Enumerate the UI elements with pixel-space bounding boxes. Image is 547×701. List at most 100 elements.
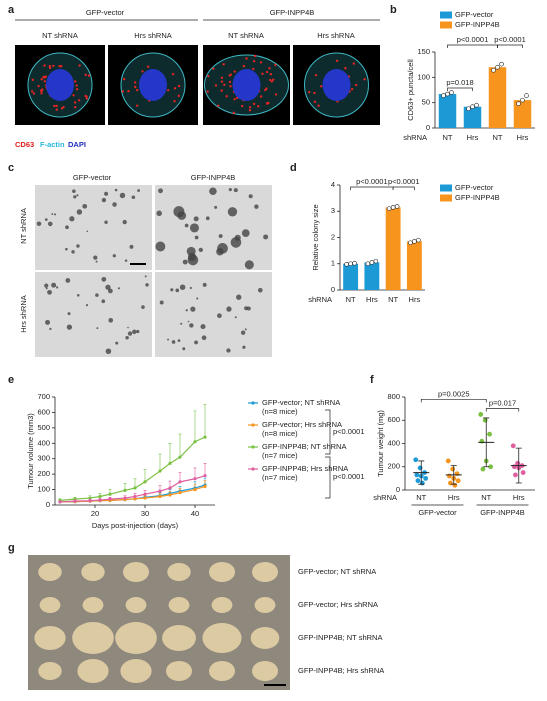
x-tick-label: Hrs <box>366 295 378 304</box>
data-point <box>470 104 475 110</box>
colony <box>131 195 136 200</box>
data-point <box>390 205 396 210</box>
significance-bracket <box>447 87 473 91</box>
data-point <box>452 482 458 488</box>
tumour <box>38 662 62 680</box>
x-axis-label: Days post-injection (days) <box>92 521 179 530</box>
error-bar <box>193 467 197 479</box>
y-tick-label: 3 <box>331 206 335 215</box>
error-bar <box>168 442 172 464</box>
y-tick-label: 300 <box>37 454 50 463</box>
y-tick-label: 4 <box>331 180 335 189</box>
p-value: p<0.0001 <box>356 177 388 186</box>
condition-label: Hrs shRNA <box>134 31 172 40</box>
colony <box>76 244 80 248</box>
data-point <box>158 494 162 499</box>
puncta <box>58 65 61 68</box>
colony <box>200 324 206 330</box>
group-label: GFP-INPP4B <box>480 508 525 517</box>
colony <box>156 210 162 217</box>
bar <box>463 106 482 128</box>
colony <box>182 347 186 351</box>
p-value: p=0.017 <box>489 399 516 408</box>
colony <box>127 326 129 329</box>
puncta <box>31 78 35 82</box>
y-tick-label: 200 <box>387 462 400 471</box>
puncta <box>257 105 260 108</box>
puncta <box>220 76 224 79</box>
puncta <box>37 84 40 88</box>
puncta <box>335 59 339 63</box>
colony <box>159 300 164 305</box>
x-tick-label: NT <box>493 133 503 142</box>
group-label: GFP-vector <box>418 508 457 517</box>
puncta <box>177 84 181 88</box>
data-point <box>488 464 494 470</box>
significance-bracket <box>497 44 523 48</box>
colony <box>55 286 59 289</box>
puncta <box>212 67 215 70</box>
colony <box>184 223 189 228</box>
data-point <box>365 261 371 267</box>
puncta <box>269 73 273 76</box>
colony <box>217 313 222 319</box>
row-label: shRNA <box>403 133 427 142</box>
data-point <box>123 496 127 500</box>
colony <box>112 254 116 258</box>
data-point <box>491 67 496 73</box>
legend-swatch <box>440 11 452 19</box>
colony <box>209 187 217 196</box>
colony <box>101 276 107 282</box>
colony <box>257 287 263 293</box>
puncta <box>135 104 139 107</box>
puncta <box>84 73 87 76</box>
y-tick-label: 500 <box>37 423 50 432</box>
puncta <box>146 65 150 68</box>
x-tick-label: 40 <box>191 509 199 518</box>
data-point <box>193 440 197 444</box>
colony <box>226 348 231 353</box>
stain-label: CD63 <box>15 140 34 149</box>
legend-label: GFP-INPP4B; Hrs shRNA <box>262 464 348 473</box>
row-label: shRNA <box>308 295 332 304</box>
data-point <box>108 497 112 501</box>
x-tick-label: Hrs <box>409 295 421 304</box>
y-tick-label: 800 <box>387 392 400 401</box>
colony <box>246 306 251 311</box>
colony <box>234 316 237 319</box>
puncta <box>121 90 125 93</box>
p-value: p<0.0001 <box>333 427 365 436</box>
data-point <box>412 239 417 244</box>
bar <box>406 241 422 290</box>
colony <box>187 254 199 266</box>
colony <box>236 294 242 300</box>
data-point <box>178 455 182 459</box>
colony <box>171 340 176 344</box>
puncta <box>274 93 278 96</box>
legend-label: GFP-vector <box>455 10 494 19</box>
legend-note: (n=8 mice) <box>262 429 298 438</box>
colony <box>248 194 253 199</box>
puncta <box>73 101 77 104</box>
row-label: GFP-INPP4B; NT shRNA <box>298 633 382 642</box>
colony <box>170 288 174 292</box>
data-point <box>88 499 92 503</box>
error-bar <box>203 463 207 476</box>
colony <box>119 192 126 199</box>
row-label: GFP-vector; NT shRNA <box>298 567 376 576</box>
y-tick-label: 1 <box>331 259 335 268</box>
x-tick-label: 30 <box>141 509 149 518</box>
data-point <box>415 478 421 484</box>
colony <box>177 211 187 220</box>
panel-label: d <box>290 162 297 174</box>
puncta <box>252 60 256 63</box>
tumour <box>252 562 278 582</box>
stain-label: F-actin <box>40 140 65 149</box>
puncta <box>30 90 34 93</box>
data-point <box>373 258 379 264</box>
colony <box>115 341 119 345</box>
nucleus <box>232 69 261 101</box>
colony <box>158 188 163 194</box>
colony <box>242 345 246 349</box>
